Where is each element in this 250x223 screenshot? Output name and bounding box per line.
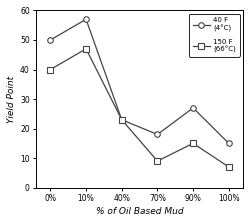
Y-axis label: Yield Point: Yield Point [7, 75, 16, 123]
Line: 150 F
(66°C): 150 F (66°C) [48, 46, 232, 170]
40 F
(4°C) [84, 18, 87, 21]
40 F
(4°C) [156, 133, 159, 136]
40 F
(4°C) [120, 118, 123, 121]
150 F
(66°C) [156, 160, 159, 162]
150 F
(66°C) [120, 118, 123, 121]
Legend: 40 F
(4°C), 150 F
(66°C): 40 F (4°C), 150 F (66°C) [189, 14, 240, 57]
40 F
(4°C) [192, 107, 194, 109]
150 F
(66°C) [192, 142, 194, 145]
40 F
(4°C) [227, 142, 230, 145]
150 F
(66°C) [49, 68, 52, 71]
150 F
(66°C) [227, 166, 230, 168]
X-axis label: % of Oil Based Mud: % of Oil Based Mud [96, 207, 184, 216]
40 F
(4°C) [49, 39, 52, 41]
Line: 40 F
(4°C): 40 F (4°C) [48, 17, 232, 146]
150 F
(66°C) [84, 47, 87, 50]
